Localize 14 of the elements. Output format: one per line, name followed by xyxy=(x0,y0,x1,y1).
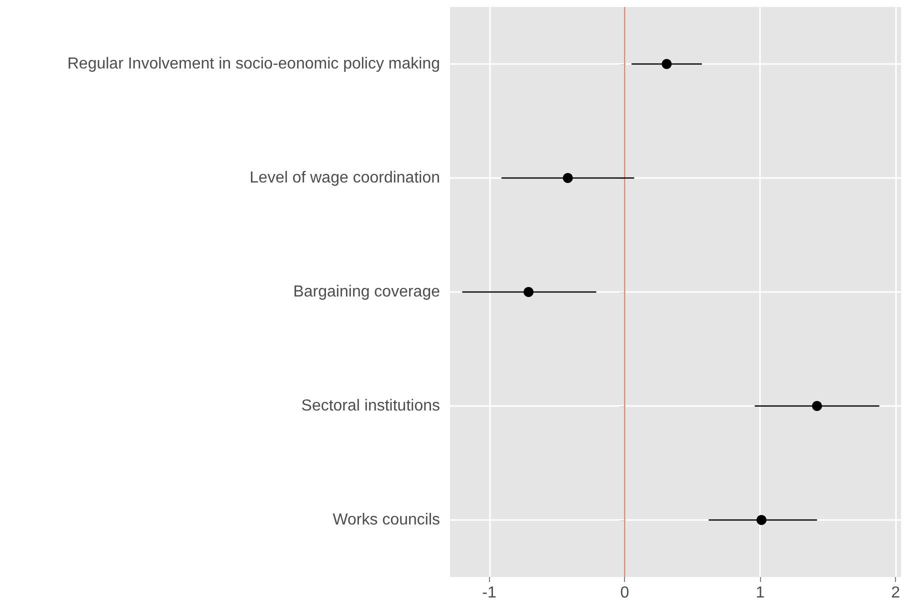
y-tick-label: Level of wage coordination xyxy=(250,170,440,186)
x-tick-label: 0 xyxy=(620,584,630,602)
point xyxy=(812,401,822,411)
point xyxy=(756,515,766,525)
point xyxy=(524,287,534,297)
x-tick-label: -1 xyxy=(482,584,496,602)
point xyxy=(662,59,672,69)
x-tick-label: 1 xyxy=(756,584,765,602)
y-tick-label: Sectoral institutions xyxy=(301,398,440,414)
x-tick-label: 2 xyxy=(891,584,900,602)
y-tick-label: Regular Involvement in socio-eonomic policy making xyxy=(67,56,440,72)
y-tick-label: Bargaining coverage xyxy=(293,284,440,300)
point xyxy=(562,173,573,183)
y-tick-label: Works councils xyxy=(332,512,440,528)
